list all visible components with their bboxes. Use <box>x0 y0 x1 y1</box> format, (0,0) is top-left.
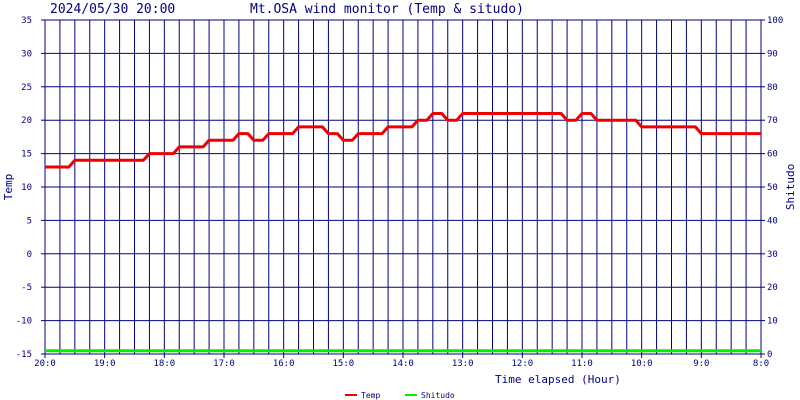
x-tick-label: 15:0 <box>332 359 354 369</box>
series-layer <box>45 112 761 353</box>
y2-tick-label: 90 <box>767 49 778 59</box>
y-axis-ticks: 35 30 25 20 15 10 5 0 -5 -10 -15 <box>16 16 45 360</box>
y-tick-label: -15 <box>16 350 32 360</box>
y2-tick-label: 80 <box>767 83 778 93</box>
x-tick-label: 19:0 <box>94 359 116 369</box>
y-tick-label: 0 <box>27 250 32 260</box>
x-axis-label: Time elapsed (Hour) <box>495 373 621 386</box>
y2-tick-label: 40 <box>767 216 778 226</box>
y2-tick-label: 70 <box>767 116 778 126</box>
y-tick-label: -10 <box>16 317 32 327</box>
x-tick-label: 12:0 <box>511 359 533 369</box>
y-axis-label: Temp <box>2 174 15 201</box>
y-tick-label: 5 <box>27 216 32 226</box>
y2-tick-label: 0 <box>767 350 772 360</box>
legend: Temp Shitudo <box>345 391 455 400</box>
y2-tick-label: 100 <box>767 16 783 26</box>
y2-tick-label: 10 <box>767 317 778 327</box>
x-tick-label: 16:0 <box>273 359 295 369</box>
x-tick-label: 20:0 <box>34 359 56 369</box>
y-tick-label: 10 <box>21 183 32 193</box>
x-tick-label: 11:0 <box>571 359 593 369</box>
timestamp: 2024/05/30 20:00 <box>50 2 175 17</box>
y2-tick-label: 20 <box>767 283 778 293</box>
grid <box>45 19 761 355</box>
x-tick-label: 17:0 <box>213 359 235 369</box>
y-tick-label: 25 <box>21 83 32 93</box>
x-tick-label: 10:0 <box>631 359 653 369</box>
y-tick-label: 35 <box>21 16 32 26</box>
x-tick-label: 13:0 <box>452 359 474 369</box>
y2-axis-label: Shitudo <box>784 164 797 210</box>
y2-tick-label: 60 <box>767 150 778 160</box>
series-line-temp <box>45 112 761 169</box>
x-tick-label: 8:0 <box>753 359 769 369</box>
x-tick-label: 18:0 <box>153 359 175 369</box>
y-tick-label: 15 <box>21 150 32 160</box>
x-tick-label: 9:0 <box>693 359 709 369</box>
x-axis-ticks: 20:0 19:0 18:0 17:0 16:0 15:0 14:0 13:0 12:0 11:0… <box>34 354 769 369</box>
y2-tick-label: 50 <box>767 183 778 193</box>
y2-tick-label: 30 <box>767 250 778 260</box>
chart-title: Mt.OSA wind monitor (Temp & situdo) <box>250 2 524 17</box>
legend-label: Shitudo <box>421 391 455 400</box>
legend-label: Temp <box>361 391 380 400</box>
x-tick-label: 14:0 <box>392 359 414 369</box>
y-tick-label: 30 <box>21 49 32 59</box>
y-tick-label: 20 <box>21 116 32 126</box>
y-tick-label: -5 <box>21 283 32 293</box>
